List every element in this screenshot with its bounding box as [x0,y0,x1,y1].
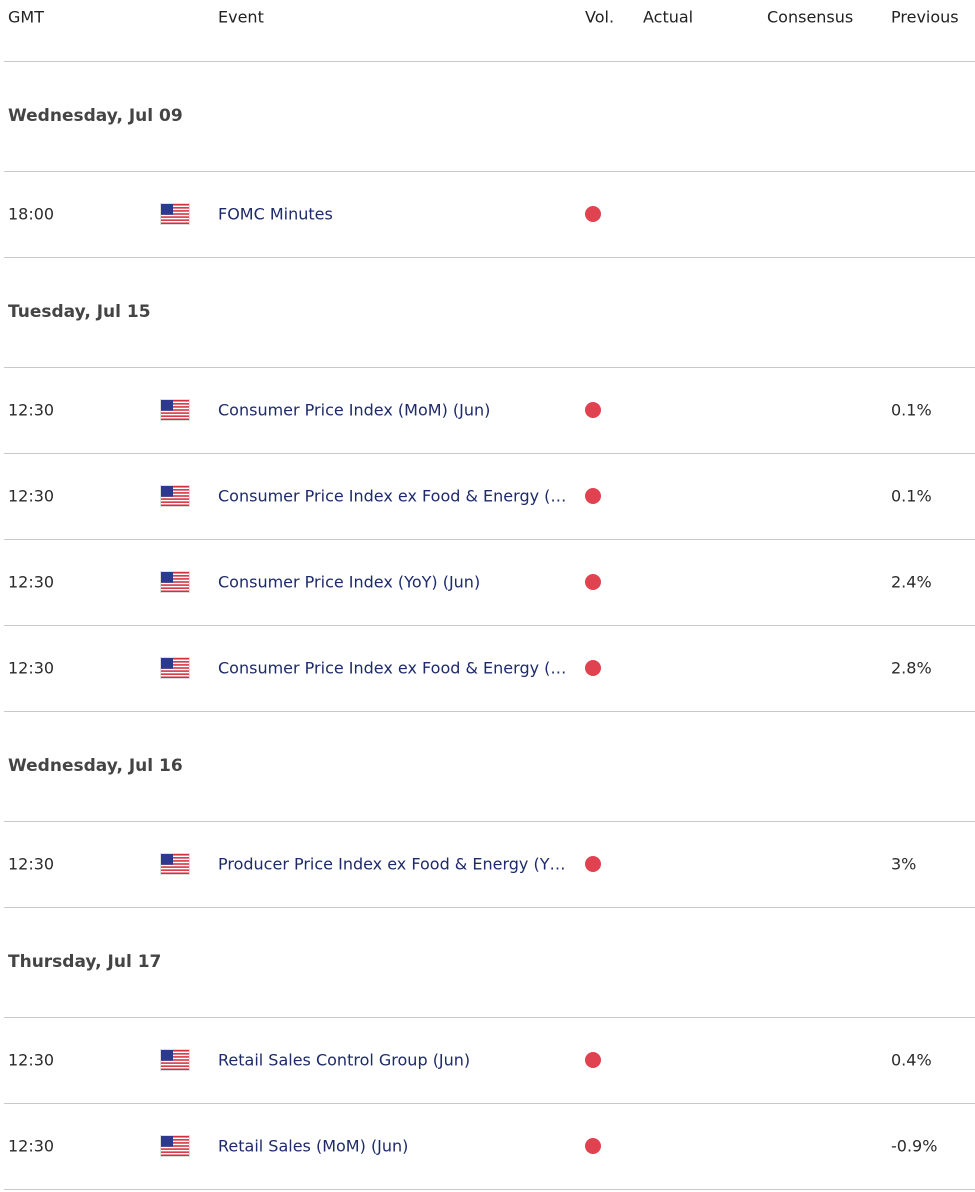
us-flag [160,1049,190,1071]
event-time: 12:30 [8,400,55,420]
us-flag [160,485,190,507]
divider [4,1103,975,1104]
event-time: 12:30 [8,854,55,874]
previous-value: 0.1% [891,400,932,420]
event-time: 12:30 [8,1050,55,1070]
column-header: Consensus [767,7,854,27]
event-time: 12:30 [8,1136,55,1156]
event-name: Producer Price Index ex Food & Energy (Y… [218,854,566,874]
volatility-dot [585,488,601,504]
column-header: GMT [8,7,44,27]
volatility-dot [585,402,601,418]
day-header: Tuesday, Jul 15 [8,302,151,322]
us-flag [160,399,190,421]
divider [4,711,975,712]
volatility-dot [585,1052,601,1068]
volatility-dot [585,660,601,676]
previous-value: 0.4% [891,1050,932,1070]
us-flag [160,853,190,875]
divider [4,539,975,540]
previous-value: 0.1% [891,486,932,506]
divider [4,61,975,62]
us-flag [160,203,190,225]
volatility-dot [585,856,601,872]
event-name: FOMC Minutes [218,204,333,224]
previous-value: -0.9% [891,1136,938,1156]
divider [4,907,975,908]
divider [4,1189,975,1190]
event-name: Consumer Price Index ex Food & Energy (… [218,486,567,506]
event-name: Consumer Price Index (MoM) (Jun) [218,400,491,420]
event-time: 12:30 [8,486,55,506]
divider [4,367,975,368]
day-header: Thursday, Jul 17 [8,952,162,972]
previous-value: 3% [891,854,917,874]
column-header: Actual [643,7,694,27]
divider [4,625,975,626]
event-time: 12:30 [8,658,55,678]
day-header: Wednesday, Jul 16 [8,756,183,776]
divider [4,453,975,454]
us-flag [160,1135,190,1157]
volatility-dot [585,1138,601,1154]
event-name: Retail Sales Control Group (Jun) [218,1050,471,1070]
divider [4,1017,975,1018]
previous-value: 2.4% [891,572,932,592]
column-header: Previous [891,7,959,27]
event-name: Retail Sales (MoM) (Jun) [218,1136,409,1156]
event-time: 18:00 [8,204,55,224]
day-header: Wednesday, Jul 09 [8,106,183,126]
volatility-dot [585,574,601,590]
divider [4,171,975,172]
us-flag [160,657,190,679]
event-name: Consumer Price Index (YoY) (Jun) [218,572,481,592]
event-name: Consumer Price Index ex Food & Energy (… [218,658,567,678]
column-header: Vol. [585,7,615,27]
event-time: 12:30 [8,572,55,592]
us-flag [160,571,190,593]
volatility-dot [585,206,601,222]
divider [4,821,975,822]
previous-value: 2.8% [891,658,932,678]
divider [4,257,975,258]
column-header: Event [218,7,264,27]
